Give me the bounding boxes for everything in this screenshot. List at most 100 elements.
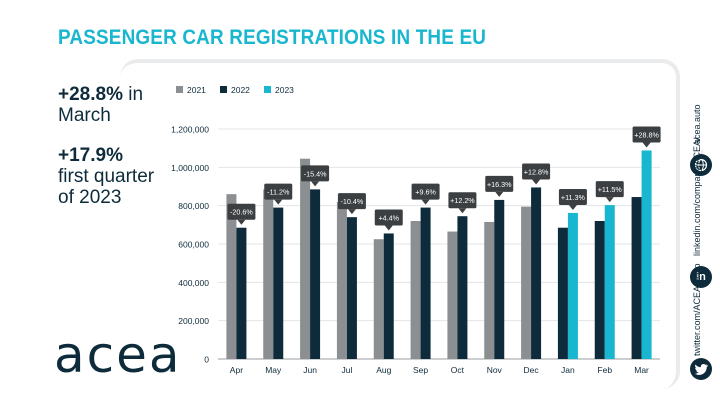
y-tick-label: 800,000 (178, 201, 209, 211)
callout-label: +16.3% (487, 180, 512, 189)
callout-box (522, 163, 551, 180)
march-stat-inline: in (122, 84, 144, 105)
legend-label: 2021 (187, 85, 206, 95)
twitter-icon[interactable] (690, 358, 712, 380)
bar-2021 (336, 201, 347, 359)
twitter-bird-glyph (694, 363, 708, 375)
linkedin-icon[interactable]: in (690, 266, 712, 288)
bar-2022 (457, 216, 468, 359)
march-stat-value: +28.8% (58, 84, 123, 105)
social-sidebar: acea.auto linkedin.com/company/ACEA/ in … (684, 0, 720, 405)
callout-box (374, 209, 403, 226)
x-tick-label: Mar (634, 365, 649, 375)
y-tick-label: 1,000,000 (171, 163, 209, 173)
side-divider (701, 150, 703, 156)
callout-box (227, 203, 256, 220)
callout-pointer (532, 179, 541, 185)
callout-pointer (458, 208, 467, 214)
bar-2022 (494, 199, 505, 359)
q1-stat-value: +17.9% (58, 145, 123, 166)
callout-label: -20.6% (230, 208, 253, 217)
bar-2023 (567, 212, 578, 359)
y-tick-label: 200,000 (178, 316, 209, 326)
bar-2022 (236, 227, 247, 359)
y-tick-label: 1,200,000 (171, 125, 209, 135)
x-tick-label: Jun (303, 365, 317, 375)
callout-label: +4.4% (378, 213, 399, 222)
x-tick-label: Sep (413, 365, 428, 375)
x-tick-label: Nov (487, 365, 503, 375)
bar-2022 (531, 187, 542, 359)
callout-pointer (568, 204, 577, 210)
callout-pointer (605, 197, 614, 203)
x-tick-label: Dec (524, 365, 540, 375)
globe-icon[interactable] (690, 154, 712, 176)
bar-2021 (226, 194, 237, 359)
bar-2022 (420, 207, 431, 359)
callout-pointer (642, 142, 651, 148)
callout-label: -11.2% (267, 188, 290, 197)
y-tick-label: 600,000 (178, 240, 209, 250)
bar-2021 (373, 239, 384, 359)
linkedin-glyph: in (696, 271, 706, 283)
callout-label: +9.6% (415, 188, 436, 197)
bar-2021 (521, 206, 532, 359)
callout-label: -15.4% (304, 169, 327, 178)
legend-swatch (264, 86, 271, 93)
callout-box (301, 165, 330, 182)
callout-label: +12.2% (450, 196, 475, 205)
bar-2022 (383, 233, 394, 359)
callout-pointer (347, 209, 356, 215)
bar-2023 (604, 205, 615, 359)
callout-pointer (421, 199, 430, 205)
bar-2021 (263, 189, 274, 359)
globe-icon-glyph (694, 158, 708, 172)
legend-label: 2022 (231, 85, 250, 95)
bar-2022 (273, 207, 284, 359)
callout-label: +11.3% (561, 193, 586, 202)
callout-box (558, 188, 587, 205)
callout-box (448, 192, 477, 209)
bar-2022 (557, 227, 568, 359)
x-tick-label: Apr (230, 365, 243, 375)
q1-stat: +17.9% first quarter of 2023 (58, 145, 154, 208)
callout-pointer (495, 191, 504, 197)
callout-label: -10.4% (341, 197, 364, 206)
x-tick-label: Jul (341, 365, 352, 375)
chart-panel-border (120, 59, 680, 389)
x-tick-label: May (265, 365, 282, 375)
legend-swatch (220, 86, 227, 93)
bar-2021 (300, 158, 311, 359)
legend-label: 2023 (275, 85, 294, 95)
callout-pointer (274, 199, 283, 205)
bar-2022 (631, 197, 642, 359)
callout-box (595, 181, 624, 198)
bar-2022 (346, 217, 357, 359)
acea-logo: acea (54, 326, 182, 384)
q1-stat-label-1: first quarter (58, 166, 155, 187)
march-stat: +28.8% in March (58, 84, 143, 126)
bar-2023 (641, 150, 652, 359)
bar-2021 (447, 231, 458, 359)
callout-box (485, 175, 514, 192)
callout-box (264, 183, 293, 200)
callout-pointer (237, 219, 246, 225)
march-stat-label: March (58, 105, 111, 126)
callout-pointer (311, 181, 320, 187)
y-tick-label: 400,000 (178, 278, 209, 288)
twitter-text[interactable]: twitter.com/ACEA_auto (692, 263, 702, 356)
bar-2021 (410, 221, 421, 359)
callout-box (411, 183, 440, 200)
x-tick-label: Oct (451, 365, 465, 375)
q1-stat-label-2: of 2023 (58, 187, 122, 208)
linkedin-text[interactable]: linkedin.com/company/ACEA/ (692, 137, 702, 256)
legend-swatch (176, 86, 183, 93)
x-tick-label: Jan (561, 365, 575, 375)
bar-2021 (484, 221, 495, 359)
page-title: PASSENGER CAR REGISTRATIONS IN THE EU (58, 26, 487, 49)
y-tick-label: 0 (204, 355, 209, 365)
x-tick-label: Aug (376, 365, 391, 375)
callout-pointer (384, 225, 393, 231)
bar-2022 (594, 221, 605, 359)
